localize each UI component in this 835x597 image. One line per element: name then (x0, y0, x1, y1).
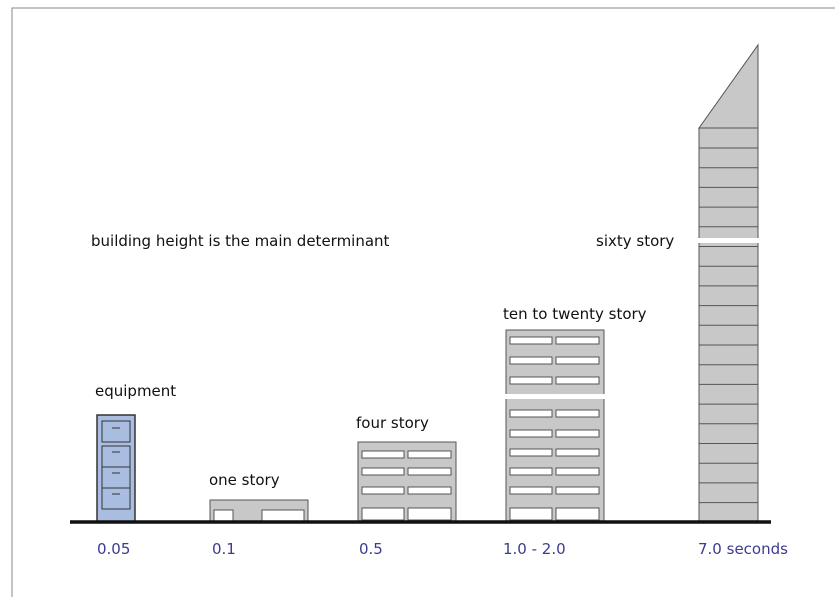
window (362, 468, 404, 475)
window (510, 508, 552, 520)
window (408, 508, 451, 520)
window (510, 410, 552, 417)
window (510, 449, 552, 456)
window (556, 430, 599, 437)
diagram: building height is the main determinant … (0, 0, 835, 597)
window (556, 410, 599, 417)
window (510, 357, 552, 364)
period-value: 7.0 seconds (698, 540, 788, 558)
window (556, 357, 599, 364)
ten-to-twenty-story-building (504, 330, 606, 522)
building-label: ten to twenty story (503, 305, 647, 323)
building-label: sixty story (596, 232, 674, 250)
building-label: equipment (95, 382, 176, 400)
building-label: one story (209, 471, 280, 489)
window (510, 487, 552, 494)
window (408, 468, 451, 475)
window (510, 430, 552, 437)
building-label: four story (356, 414, 429, 432)
one-story-building (210, 500, 308, 522)
window (408, 451, 451, 458)
window (556, 449, 599, 456)
window (362, 487, 404, 494)
four-story-building (358, 442, 456, 522)
window (556, 377, 599, 384)
window (408, 487, 451, 494)
sixty-story-building (690, 45, 766, 522)
period-value: 0.1 (212, 540, 236, 558)
window (362, 451, 404, 458)
window (556, 487, 599, 494)
window (510, 377, 552, 384)
equipment-cabinet (97, 415, 135, 522)
window (510, 337, 552, 344)
window (556, 468, 599, 475)
period-value: 0.5 (359, 540, 383, 558)
caption: building height is the main determinant (91, 232, 390, 250)
period-value: 1.0 - 2.0 (503, 540, 566, 558)
period-value: 0.05 (97, 540, 130, 558)
window (556, 337, 599, 344)
window (556, 508, 599, 520)
window (510, 468, 552, 475)
window (362, 508, 404, 520)
